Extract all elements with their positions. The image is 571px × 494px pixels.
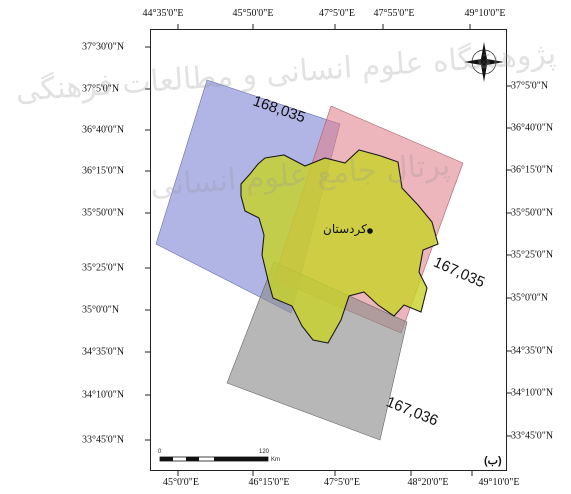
bottom-tick-label: 49°10'0"E — [478, 477, 520, 488]
scale-unit-label: Km — [271, 457, 280, 463]
left-tick-label: 37°5'0"N — [82, 83, 120, 95]
scene-167036-footprint — [226, 261, 408, 441]
city-marker — [367, 228, 373, 234]
right-tick-label: 34°10'0"N — [511, 387, 554, 399]
right-tick-label: 33°45'0"N — [511, 430, 554, 442]
map-frame — [150, 29, 507, 471]
bottom-tick-label: 47°5'0"E — [324, 477, 360, 488]
north-arrow-icon — [464, 42, 504, 82]
left-tick-label: 37°30'0"N — [82, 41, 125, 53]
right-tick-label: 34°35'0"N — [511, 345, 554, 357]
top-tick-label: 49°10'0"E — [464, 8, 506, 19]
left-tick-label: 34°10'0"N — [82, 389, 125, 401]
scale-bar — [159, 456, 269, 462]
right-tick-label: 36°40'0"N — [511, 122, 554, 134]
bottom-tick-label: 48°20'0"E — [407, 477, 449, 488]
left-tick-label: 33°45'0"N — [82, 434, 125, 446]
left-tick-label: 35°50'0"N — [82, 207, 125, 219]
bottom-tick-label: 46°15'0"E — [248, 477, 290, 488]
right-tick-label: 35°25'0"N — [511, 249, 554, 261]
right-tick-label: 36°15'0"N — [511, 164, 554, 176]
right-tick-label: 35°50'0"N — [511, 207, 554, 219]
scale-end-label: 120 — [259, 449, 270, 455]
top-tick-label: 45°50'0"E — [232, 8, 274, 19]
bottom-tick-label: 45°0'0"E — [163, 477, 199, 488]
left-tick-label: 35°0'0"N — [82, 304, 120, 316]
right-tick-label: 37°5'0"N — [511, 80, 549, 92]
left-tick-label: 34°35'0"N — [82, 346, 125, 358]
province-label: کردستان — [323, 222, 367, 236]
province-boundary — [240, 149, 439, 344]
scale-start-label: 0 — [158, 449, 162, 455]
right-tick-label: 35°0'0"N — [511, 292, 549, 304]
top-tick-label: 44°35'0"E — [142, 8, 184, 19]
top-tick-label: 47°5'0"E — [319, 8, 355, 19]
top-tick-label: 47°55'0"E — [373, 8, 415, 19]
left-tick-label: 36°15'0"N — [82, 165, 125, 177]
panel-label: (ب) — [484, 455, 502, 467]
left-tick-label: 35°25'0"N — [82, 262, 125, 274]
frame-ticks — [145, 24, 512, 476]
left-tick-label: 36°40'0"N — [82, 124, 125, 136]
